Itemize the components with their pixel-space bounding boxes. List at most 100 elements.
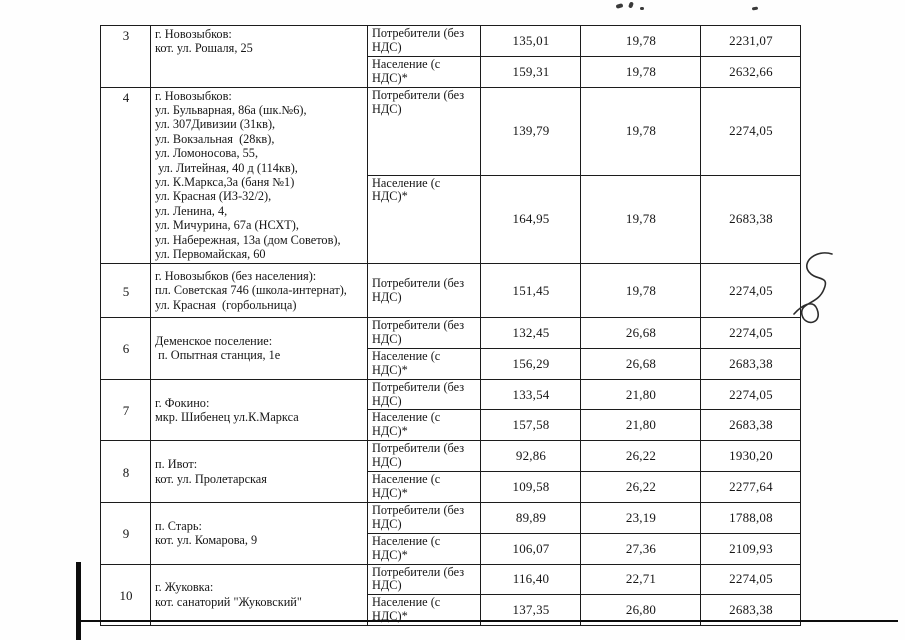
- location-cell: г. Новозыбков: ул. Бульварная, 86а (шк.№6…: [150, 86, 368, 264]
- value-cell: 116,40: [480, 563, 581, 596]
- value-cell: 19,78: [580, 263, 701, 318]
- ink-speck: [640, 7, 644, 10]
- location-line: п. Ивот:: [155, 457, 198, 472]
- value-cell: 26,68: [580, 317, 701, 349]
- row-number-cell: 5: [100, 263, 151, 318]
- location-line: г. Новозыбков:: [155, 27, 232, 41]
- value-cell: 89,89: [480, 501, 581, 534]
- table-row: Население (с НДС)* 157,58 21,80 2683,38: [101, 409, 801, 442]
- location-line: ул. Ленина, 4,: [155, 203, 228, 218]
- table-row: 4 г. Новозыбков: ул. Бульварная, 86а (шк.№…: [100, 86, 801, 264]
- category-cell: Потребители (без НДС): [367, 25, 481, 57]
- category-cell: Население (с НДС)*: [367, 532, 481, 565]
- value-cell: 19,78: [580, 25, 701, 57]
- category-cell: Потребители (без НДС): [367, 86, 481, 176]
- category-cell: Потребители (без НДС): [367, 263, 481, 318]
- handwritten-signature: [793, 252, 833, 324]
- table-row: Население (с НДС)* 159,31 19,78 2632,66: [101, 55, 801, 88]
- value-cell: 19,78: [580, 86, 701, 176]
- row-number-cell: 8: [100, 440, 151, 503]
- location-line: ул. Мичурина, 67а (НСХТ),: [155, 218, 299, 233]
- scan-edge-line: [76, 620, 898, 623]
- value-cell: 19,78: [580, 55, 701, 88]
- location-line: ул. Красная (ИЗ-32/2),: [155, 189, 272, 204]
- value-cell: 26,22: [580, 471, 701, 503]
- scan-edge-bar: [76, 562, 81, 640]
- value-cell: 26,68: [580, 347, 701, 380]
- value-cell: 2683,38: [700, 174, 801, 264]
- ink-speck: [628, 1, 634, 9]
- location-line: г. Новозыбков:: [155, 88, 232, 103]
- location-line: кот. санаторий "Жуковский": [155, 594, 302, 609]
- value-cell: 135,01: [480, 25, 581, 57]
- value-cell: 2683,38: [700, 347, 801, 380]
- location-line: п. Опытная станция, 1е: [155, 348, 281, 363]
- category-cell: Население (с НДС)*: [367, 471, 481, 503]
- location-line: ул. Первомайская, 60: [155, 247, 266, 262]
- row-number-cell: 3: [100, 25, 151, 88]
- value-cell: 26,22: [580, 440, 701, 473]
- table-row: Население (с НДС)* 164,95 19,78 2683,38: [101, 174, 801, 264]
- location-cell: г. Фокино: мкр. Шибенец ул.К.Маркса: [150, 378, 368, 442]
- location-line: г. Жуковка:: [155, 580, 214, 595]
- location-line: п. Старь:: [155, 518, 202, 533]
- value-cell: 22,71: [580, 563, 701, 596]
- category-cell: Население (с НДС)*: [367, 409, 481, 442]
- row-number-cell: 9: [100, 501, 151, 565]
- category-cell: Потребители (без НДС): [367, 501, 481, 534]
- location-cell: п. Ивот: кот. ул. Пролетарская: [150, 440, 368, 503]
- location-line: пл. Советская 746 (школа-интернат),: [155, 283, 347, 298]
- table-row: 6 Деменское поселение: п. Опытная станция…: [100, 317, 801, 380]
- location-line: ул. Ломоносова, 55,: [155, 146, 259, 161]
- value-cell: 2274,05: [700, 317, 801, 349]
- value-cell: 2632,66: [700, 55, 801, 88]
- value-cell: 1788,08: [700, 501, 801, 534]
- table-row: 9 п. Старь: кот. ул. Комарова, 9 Потребител…: [100, 501, 801, 565]
- table-row: 5 г. Новозыбков (без населения): пл. Совет…: [100, 263, 801, 318]
- value-cell: 133,54: [480, 378, 581, 411]
- category-cell: Потребители (без НДС): [367, 378, 481, 411]
- location-cell: п. Старь: кот. ул. Комарова, 9: [150, 501, 368, 565]
- value-cell: 23,19: [580, 501, 701, 534]
- value-cell: 139,79: [480, 86, 581, 176]
- value-cell: 164,95: [480, 174, 581, 264]
- value-cell: 156,29: [480, 347, 581, 380]
- row-number-cell: 7: [100, 378, 151, 442]
- table-row: 8 п. Ивот: кот. ул. Пролетарская Потребител…: [100, 440, 801, 503]
- value-cell: 2274,05: [700, 378, 801, 411]
- value-cell: 21,80: [580, 378, 701, 411]
- value-cell: 2231,07: [700, 25, 801, 57]
- location-line: г. Фокино:: [155, 395, 210, 410]
- value-cell: 109,58: [480, 471, 581, 503]
- category-cell: Потребители (без НДС): [367, 563, 481, 596]
- location-line: ул. 307Дивизии (31кв),: [155, 117, 276, 132]
- value-cell: 2277,64: [700, 471, 801, 503]
- value-cell: 1930,20: [700, 440, 801, 473]
- location-line: кот. ул. Пролетарская: [155, 471, 267, 486]
- location-cell: г. Жуковка: кот. санаторий "Жуковский": [150, 563, 368, 627]
- location-line: ул. Красная (горбольница): [155, 297, 297, 312]
- category-cell: Потребители (без НДС): [367, 317, 481, 349]
- value-cell: 27,36: [580, 532, 701, 565]
- value-cell: 2274,05: [700, 263, 801, 318]
- value-cell: 2683,38: [700, 409, 801, 442]
- ink-speck: [615, 3, 624, 9]
- value-cell: 151,45: [480, 263, 581, 318]
- value-cell: 2109,93: [700, 532, 801, 565]
- location-cell: г. Новозыбков: кот. ул. Рошаля, 25: [150, 25, 368, 88]
- location-line: ул. Набережная, 13а (дом Советов),: [155, 232, 341, 247]
- location-line: кот. ул. Рошаля, 25: [155, 41, 253, 56]
- table-row: 10 г. Жуковка: кот. санаторий "Жуковский" П…: [100, 563, 801, 627]
- row-number-cell: 10: [100, 563, 151, 627]
- category-cell: Население (с НДС)*: [367, 55, 481, 88]
- value-cell: 2274,05: [700, 86, 801, 176]
- location-cell: Деменское поселение: п. Опытная станция,…: [150, 317, 368, 380]
- value-cell: 19,78: [580, 174, 701, 264]
- category-cell: Потребители (без НДС): [367, 440, 481, 473]
- value-cell: 157,58: [480, 409, 581, 442]
- value-cell: 132,45: [480, 317, 581, 349]
- value-cell: 159,31: [480, 55, 581, 88]
- location-line: ул. К.Маркса,3а (баня №1): [155, 175, 295, 190]
- row-number-cell: 4: [100, 86, 151, 264]
